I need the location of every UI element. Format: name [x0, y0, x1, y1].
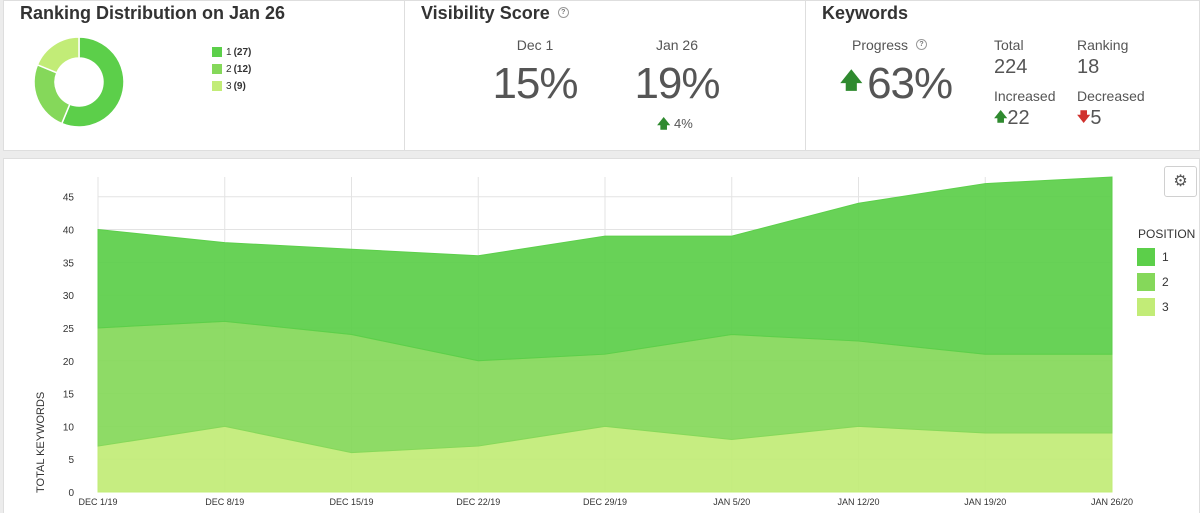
ranking-value: 18 [1077, 56, 1100, 78]
y-tick-label: 0 [68, 488, 74, 499]
x-tick-label: JAN 26/20 [1091, 497, 1133, 507]
y-tick-label: 25 [63, 324, 75, 335]
decreased-label: Decreased [1077, 88, 1145, 104]
increased-label: Increased [994, 88, 1056, 104]
legend-swatch [212, 81, 222, 92]
arrow-up-icon: 🡅 [657, 116, 671, 131]
total-label: Total [994, 37, 1024, 53]
x-tick-label: JAN 12/20 [837, 497, 879, 507]
increased-value-row: 🡅22 [994, 107, 1030, 133]
arrow-down-icon: 🡇 [1077, 109, 1091, 124]
visibility-score-card: Visibility Score? Dec 1 15% Jan 26 19% 🡅… [404, 0, 806, 151]
y-tick-label: 45 [63, 193, 75, 204]
area-series-3[interactable] [97, 425, 1113, 493]
keywords-card: Keywords Progress? 🡅 63% Total 224 Ranki… [805, 0, 1200, 151]
visibility-curr-value: 19% [634, 59, 720, 108]
ranking-donut-chart [33, 36, 125, 128]
ranking-legend-item-1: 1 (27) [212, 44, 251, 61]
chart-legend-label-1[interactable]: 1 [1162, 250, 1169, 264]
chart-legend-label-2[interactable]: 2 [1162, 275, 1169, 289]
y-tick-label: 10 [63, 422, 75, 433]
progress-value-row: 🡅 63% [840, 59, 953, 112]
visibility-prev-label: Dec 1 [516, 37, 554, 53]
y-tick-label: 20 [63, 357, 75, 368]
ranking-legend-item-2: 2 (12) [212, 61, 251, 78]
keywords-title: Keywords [822, 3, 909, 23]
question-circle-icon[interactable]: ? [916, 38, 928, 50]
x-tick-label: DEC 15/19 [329, 497, 373, 507]
chart-legend-title: POSITION [1138, 227, 1195, 241]
chart-legend-swatch-3[interactable] [1137, 298, 1155, 316]
donut-slice-2[interactable] [33, 63, 71, 125]
y-tick-label: 5 [68, 455, 74, 466]
arrow-up-icon: 🡅 [840, 68, 863, 93]
ranking-label: Ranking [1077, 37, 1129, 53]
y-axis-label: TOTAL KEYWORDS [35, 392, 47, 493]
x-tick-label: JAN 5/20 [713, 497, 750, 507]
x-tick-label: DEC 22/19 [456, 497, 500, 507]
arrow-up-icon: 🡅 [994, 109, 1008, 124]
y-tick-label: 30 [63, 291, 75, 302]
legend-swatch [212, 47, 222, 58]
y-tick-label: 15 [63, 390, 75, 401]
visibility-change: 🡅 4% [657, 116, 693, 131]
y-tick-label: 35 [63, 258, 75, 269]
total-value: 224 [994, 56, 1028, 78]
legend-swatch [212, 64, 222, 75]
ranking-distribution-title: Ranking Distribution on Jan 26 [20, 3, 286, 23]
decreased-value-row: 🡇5 [1077, 107, 1102, 133]
y-tick-label: 40 [63, 226, 75, 237]
ranking-legend: 1 (27) 2 (12) 3 (9) [212, 44, 251, 95]
x-tick-label: JAN 19/20 [964, 497, 1006, 507]
donut-slice-3[interactable] [36, 36, 80, 74]
chart-legend-swatch-2[interactable] [1137, 273, 1155, 291]
gear-icon[interactable]: ⚙ [1164, 166, 1197, 197]
x-tick-label: DEC 8/19 [205, 497, 244, 507]
visibility-score-title: Visibility Score? [421, 3, 569, 24]
keywords-area-chart: 0 5 10 15 20 25 30 35 40 45 DEC 1/19 DEC 8/19 DEC 1… [35, 176, 1195, 507]
progress-value: 63% [867, 59, 953, 108]
area-series-1[interactable] [97, 176, 1113, 362]
visibility-curr-label: Jan 26 [655, 37, 699, 53]
x-tick-label: DEC 1/19 [78, 497, 117, 507]
increased-value: 22 [1007, 107, 1030, 129]
visibility-prev-value: 15% [492, 59, 578, 108]
ranking-distribution-card: Ranking Distribution on Jan 26 1 (27) 2 (1… [3, 0, 405, 151]
ranking-legend-item-3: 3 (9) [212, 78, 251, 95]
question-circle-icon[interactable]: ? [557, 6, 569, 18]
decreased-value: 5 [1090, 107, 1102, 129]
donut-slice-1[interactable] [60, 36, 125, 128]
chart-legend-swatch-1[interactable] [1137, 248, 1155, 266]
chart-legend-label-3[interactable]: 3 [1162, 300, 1169, 314]
progress-label: Progress? [852, 37, 928, 53]
x-tick-label: DEC 29/19 [583, 497, 627, 507]
